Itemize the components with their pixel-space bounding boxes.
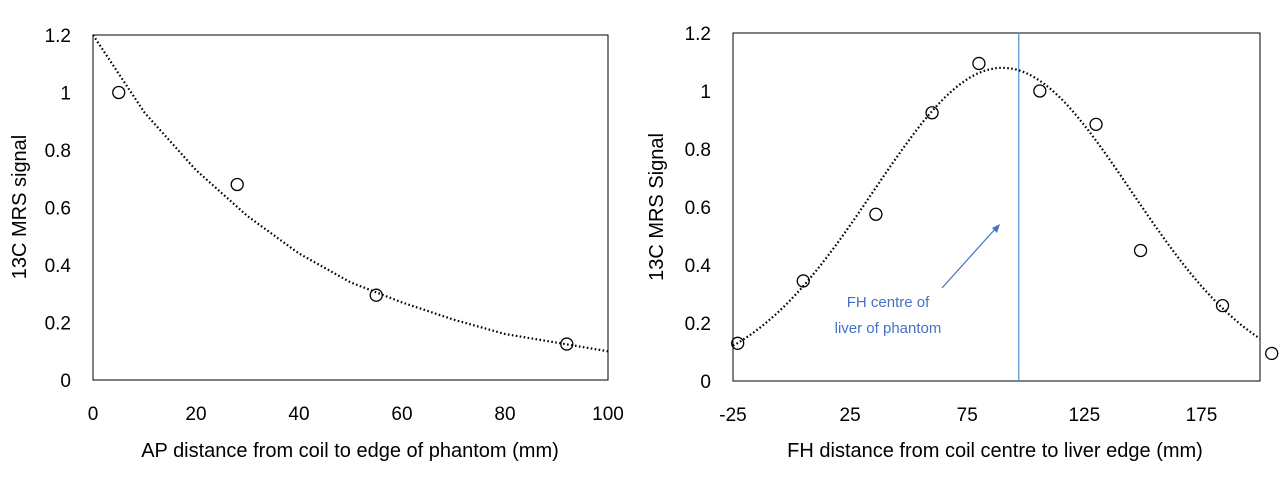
y-tick-label: 1 xyxy=(60,84,71,105)
y-tick-label: 0.8 xyxy=(45,141,71,162)
data-point xyxy=(972,56,986,71)
data-point xyxy=(796,274,810,288)
data-point xyxy=(1033,84,1047,98)
data-point xyxy=(869,207,883,221)
annotation-arrow xyxy=(941,227,997,289)
data-point xyxy=(112,85,126,100)
y-tick-label: 1.2 xyxy=(685,24,711,45)
annotation-arrowhead xyxy=(992,224,1000,233)
data-point xyxy=(1265,346,1279,361)
y-axis-label: 13C MRS Signal xyxy=(646,133,668,281)
data-point xyxy=(925,106,939,120)
data-points xyxy=(731,56,1279,361)
y-tick-label: 0.6 xyxy=(45,199,71,220)
data-points xyxy=(112,85,574,351)
y-tick-label: 0.2 xyxy=(45,314,71,335)
y-tick-label: 0.2 xyxy=(685,314,711,335)
data-point xyxy=(1215,298,1230,313)
x-tick-label: 25 xyxy=(840,405,861,426)
y-tick-label: 0 xyxy=(60,371,71,392)
y-tick-labels: 0 0.2 0.4 0.6 0.8 1 1.2 xyxy=(45,26,72,392)
chart-fh-distance: 0 0.2 0.4 0.6 0.8 1 1.2 -25 25 75 125 175 FH centr… xyxy=(646,24,1279,462)
annotation-line-1: FH centre of xyxy=(847,294,930,311)
data-point xyxy=(1089,117,1103,131)
x-tick-label: 40 xyxy=(288,404,309,425)
y-tick-label: 0.8 xyxy=(685,140,711,161)
chart-ap-distance: 0 0.2 0.4 0.6 0.8 1 1.2 0 20 40 60 80 100 AP distan… xyxy=(9,26,624,462)
annotation-line-2: liver of phantom xyxy=(835,320,942,337)
plot-area xyxy=(732,32,1261,382)
x-tick-label: -25 xyxy=(719,405,746,426)
x-tick-labels: -25 25 75 125 175 xyxy=(719,405,1217,426)
x-tick-label: 75 xyxy=(957,405,978,426)
y-tick-label: 0 xyxy=(700,372,711,393)
x-tick-labels: 0 20 40 60 80 100 xyxy=(88,404,624,425)
x-tick-label: 125 xyxy=(1068,405,1100,426)
y-tick-label: 0.4 xyxy=(685,256,712,277)
data-point xyxy=(230,177,244,192)
x-tick-label: 60 xyxy=(391,404,412,425)
y-tick-label: 0.6 xyxy=(685,198,711,219)
x-tick-label: 0 xyxy=(88,404,99,425)
x-axis-label: AP distance from coil to edge of phantom… xyxy=(141,440,559,462)
x-axis-label: FH distance from coil centre to liver ed… xyxy=(787,440,1203,462)
data-point xyxy=(1133,243,1148,258)
data-point xyxy=(731,336,745,350)
x-tick-label: 20 xyxy=(185,404,206,425)
x-tick-label: 80 xyxy=(494,404,515,425)
plot-area xyxy=(92,34,609,381)
y-tick-label: 1.2 xyxy=(45,26,71,47)
trendline xyxy=(732,66,1261,347)
data-point xyxy=(369,288,383,302)
trendline xyxy=(92,34,609,353)
data-point xyxy=(560,337,574,351)
y-tick-label: 0.4 xyxy=(45,256,72,277)
y-axis-label: 13C MRS signal xyxy=(9,135,31,280)
y-tick-label: 1 xyxy=(700,82,711,103)
y-tick-labels: 0 0.2 0.4 0.6 0.8 1 1.2 xyxy=(685,24,712,393)
x-tick-label: 175 xyxy=(1186,405,1218,426)
x-tick-label: 100 xyxy=(592,404,624,425)
